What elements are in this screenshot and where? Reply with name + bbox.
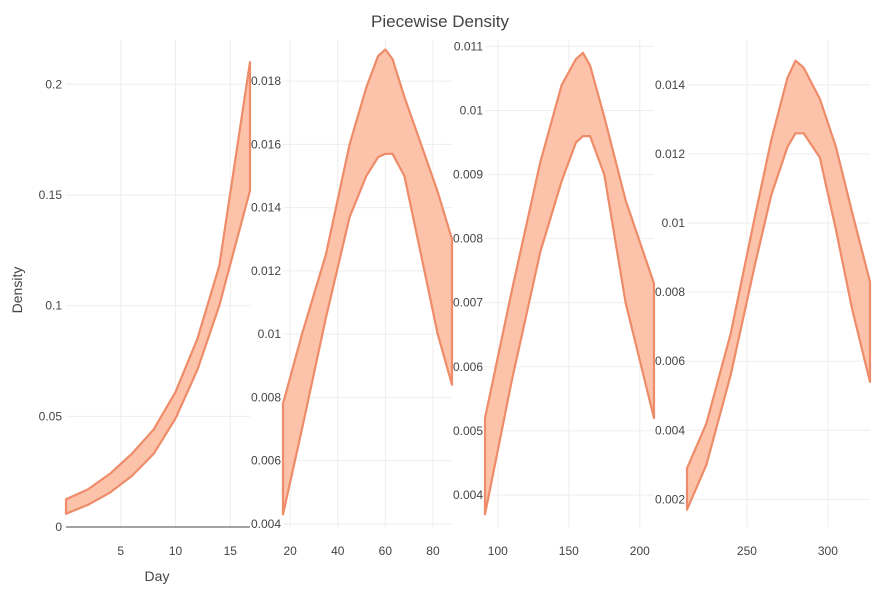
panel-2-y-tick-label: 0.008 <box>251 390 281 404</box>
panel-2-x-tick-label: 80 <box>426 544 440 558</box>
panel-3-y-tick-label: 0.008 <box>453 232 483 246</box>
panel-4-y-tick-label: 0.008 <box>655 285 685 299</box>
panel-4-y-tick-label: 0.006 <box>655 354 685 368</box>
panel-2-y-tick-label: 0.004 <box>251 517 281 531</box>
density-bands <box>64 48 872 516</box>
panel-3-x-tick-label: 200 <box>630 544 650 558</box>
panel-3-y-tick-label: 0.011 <box>454 39 483 53</box>
panel-2-y-tick-label: 0.006 <box>251 454 281 468</box>
panel-3-y-tick-label: 0.005 <box>453 424 483 438</box>
panel-3-y-tick-label: 0.007 <box>453 296 483 310</box>
panel-1-y-tick-label: 0.2 <box>45 77 62 91</box>
x-axis-title: Day <box>145 568 170 584</box>
panel-4-y-tick-label: 0.01 <box>662 216 686 230</box>
chart-title: Piecewise Density <box>371 12 509 31</box>
panel-1-x-tick-label: 10 <box>169 544 183 558</box>
panel-1-density-band <box>64 61 252 515</box>
panel-2-y-tick-label: 0.014 <box>251 201 281 215</box>
panel-3-y-tick-label: 0.01 <box>460 103 484 117</box>
panel-1-y-tick-label: 0 <box>55 520 62 534</box>
panel-4-x-tick-label: 300 <box>818 544 838 558</box>
panel-3-x-tick-label: 100 <box>488 544 508 558</box>
y-axis-title: Density <box>9 267 25 314</box>
panel-1-x-tick-label: 5 <box>117 544 124 558</box>
panel-1-x-tick-label: 15 <box>224 544 238 558</box>
panel-3-density-band <box>483 51 656 516</box>
panel-1-y-tick-label: 0.05 <box>39 409 63 423</box>
panel-1-y-tick-label: 0.1 <box>45 299 62 313</box>
panel-4-y-tick-label: 0.002 <box>655 492 685 506</box>
panel-4-x-tick-label: 250 <box>737 544 757 558</box>
panel-2-y-tick-label: 0.012 <box>251 264 281 278</box>
panel-3-y-tick-label: 0.009 <box>453 168 483 182</box>
panel-2-y-tick-label: 0.01 <box>258 327 282 341</box>
panel-3-x-tick-label: 150 <box>559 544 579 558</box>
panel-4-y-tick-label: 0.014 <box>655 78 685 92</box>
panel-2-y-tick-label: 0.018 <box>251 74 281 88</box>
panel-3-y-tick-label: 0.006 <box>453 360 483 374</box>
panel-2-x-tick-label: 40 <box>331 544 345 558</box>
panel-4-density-band <box>685 59 872 511</box>
panel-2-density-band <box>281 48 454 516</box>
panel-2-x-tick-label: 60 <box>379 544 393 558</box>
panel-3-y-tick-label: 0.004 <box>453 488 483 502</box>
panel-4-y-tick-label: 0.012 <box>655 147 685 161</box>
panel-2-y-tick-label: 0.016 <box>251 137 281 151</box>
panel-4-y-tick-label: 0.004 <box>655 423 685 437</box>
panel-1-y-tick-label: 0.15 <box>39 188 63 202</box>
panel-2-x-tick-label: 20 <box>283 544 297 558</box>
